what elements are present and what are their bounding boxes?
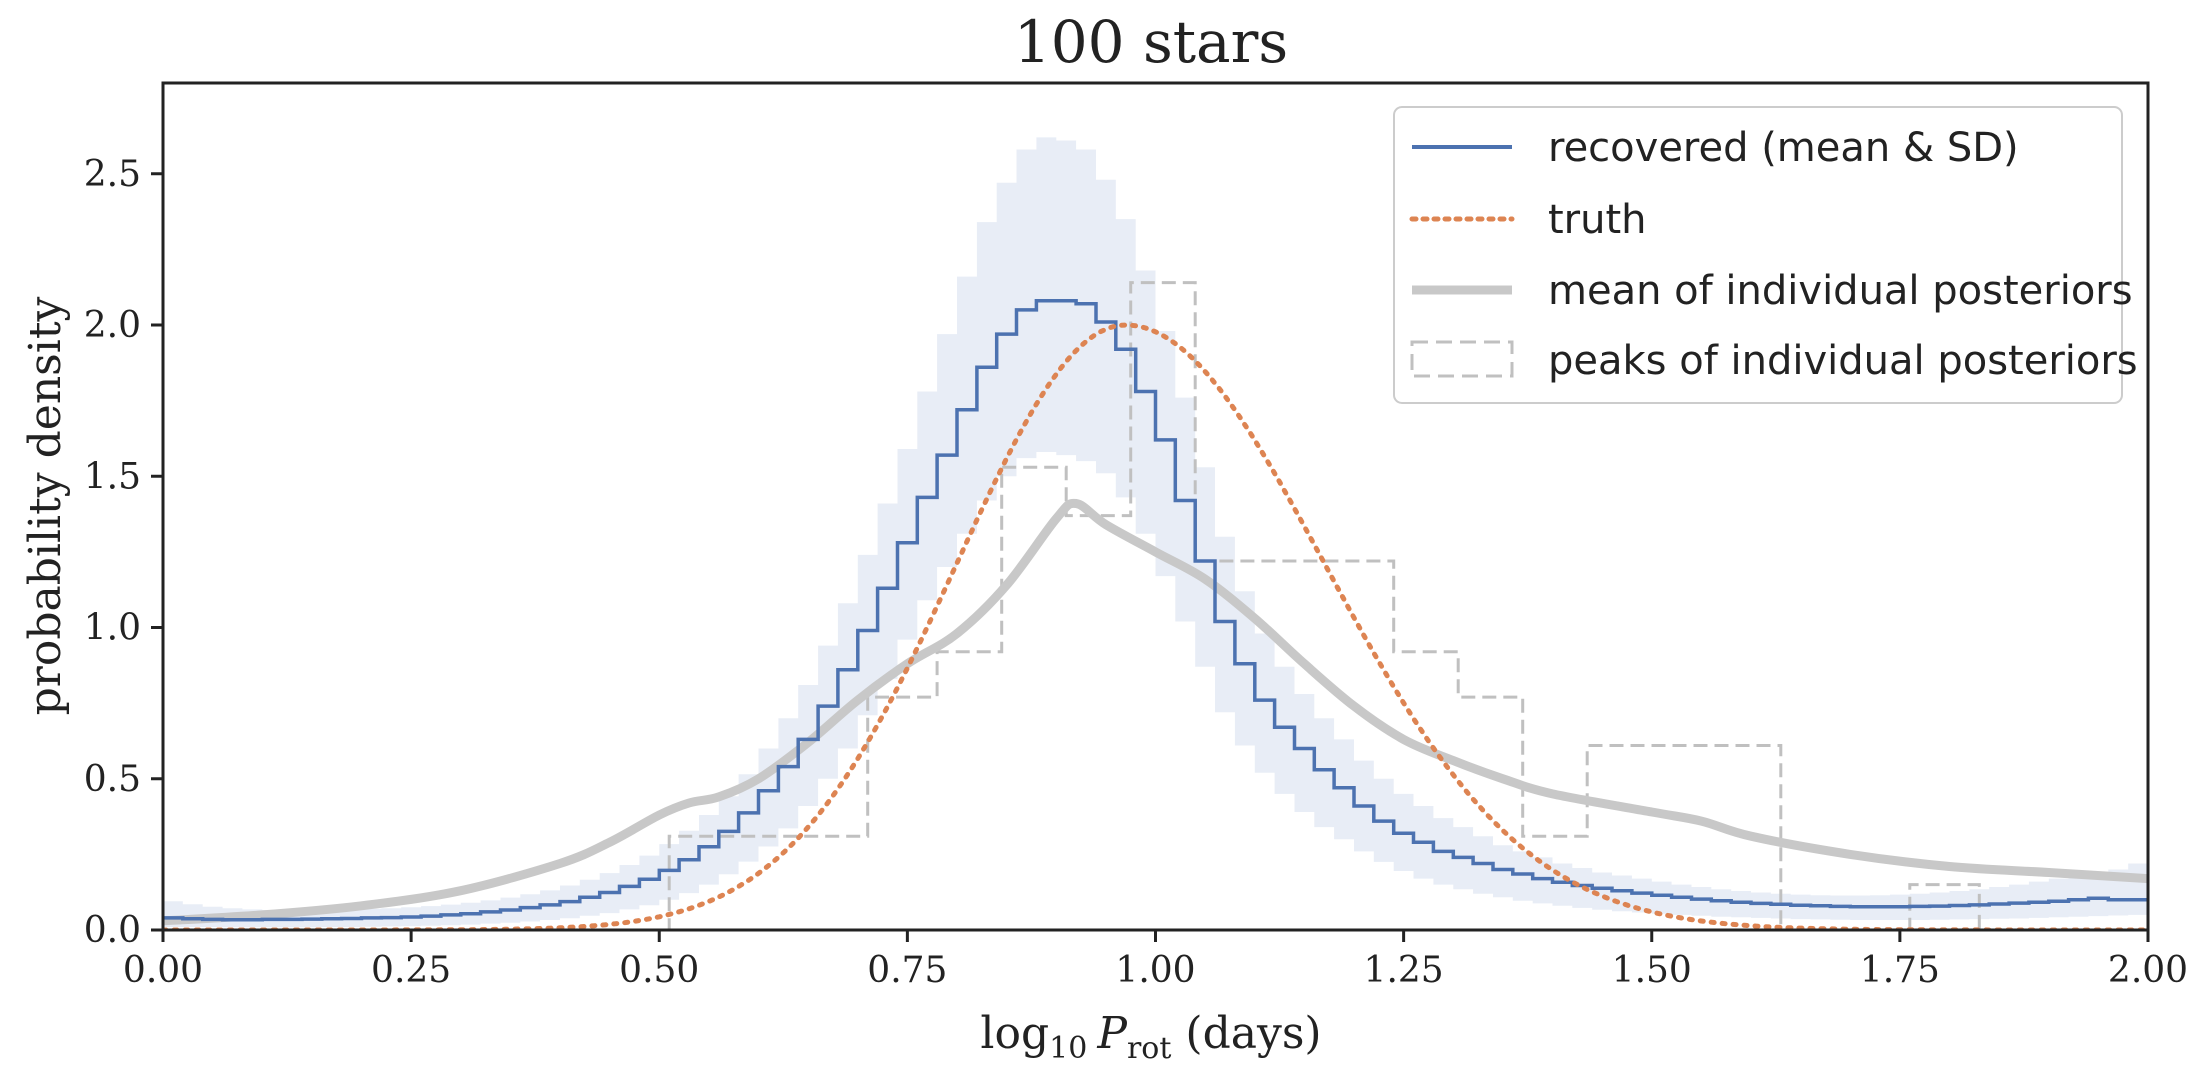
y-tick-label: 1.0: [84, 608, 141, 649]
chart-title: 100 stars: [1014, 8, 1288, 76]
legend-frame: [1393, 106, 2123, 404]
legend-mean-posterior-label: mean of individual posteriors: [1548, 268, 2133, 314]
x-tick-label: 1.75: [1860, 950, 1940, 991]
x-tick-label: 1.50: [1612, 950, 1692, 991]
legend-truth-label: truth: [1548, 197, 1647, 243]
legend-recovered-label: recovered (mean & SD): [1548, 125, 2019, 171]
legend: recovered (mean & SD) truth mean of indi…: [1393, 106, 2138, 404]
y-tick-label: 1.5: [84, 456, 141, 497]
y-tick-label: 2.5: [84, 154, 141, 195]
x-tick-label: 1.25: [1364, 950, 1444, 991]
x-tick-label: 1.00: [1115, 950, 1195, 991]
mean-posterior-line: [163, 498, 2148, 926]
x-axis-ticks: 0.00 0.25 0.50 0.75 1.00 1.25 1.50 1.75 2.00: [123, 930, 2188, 991]
y-tick-label: 2.0: [84, 305, 141, 346]
x-tick-label: 0.00: [123, 950, 203, 991]
y-tick-label: 0.0: [84, 910, 141, 951]
x-axis-label: log10 Prot (days): [980, 1008, 1321, 1066]
recovered-sd-band: [163, 137, 2148, 928]
x-tick-label: 0.25: [371, 950, 451, 991]
legend-peaks-label: peaks of individual posteriors: [1548, 338, 2138, 384]
recovered-mean-line: [163, 299, 2148, 922]
y-tick-label: 0.5: [84, 759, 141, 800]
y-axis-ticks: 0.0 0.5 1.0 1.5 2.0 2.5: [84, 154, 163, 951]
x-tick-label: 0.50: [619, 950, 699, 991]
peaks-histogram: [163, 281, 2148, 930]
y-axis-label: probability density: [20, 296, 71, 715]
legend-peaks-swatch: [1410, 340, 1514, 378]
x-tick-label: 0.75: [867, 950, 947, 991]
x-tick-label: 2.00: [2108, 950, 2188, 991]
